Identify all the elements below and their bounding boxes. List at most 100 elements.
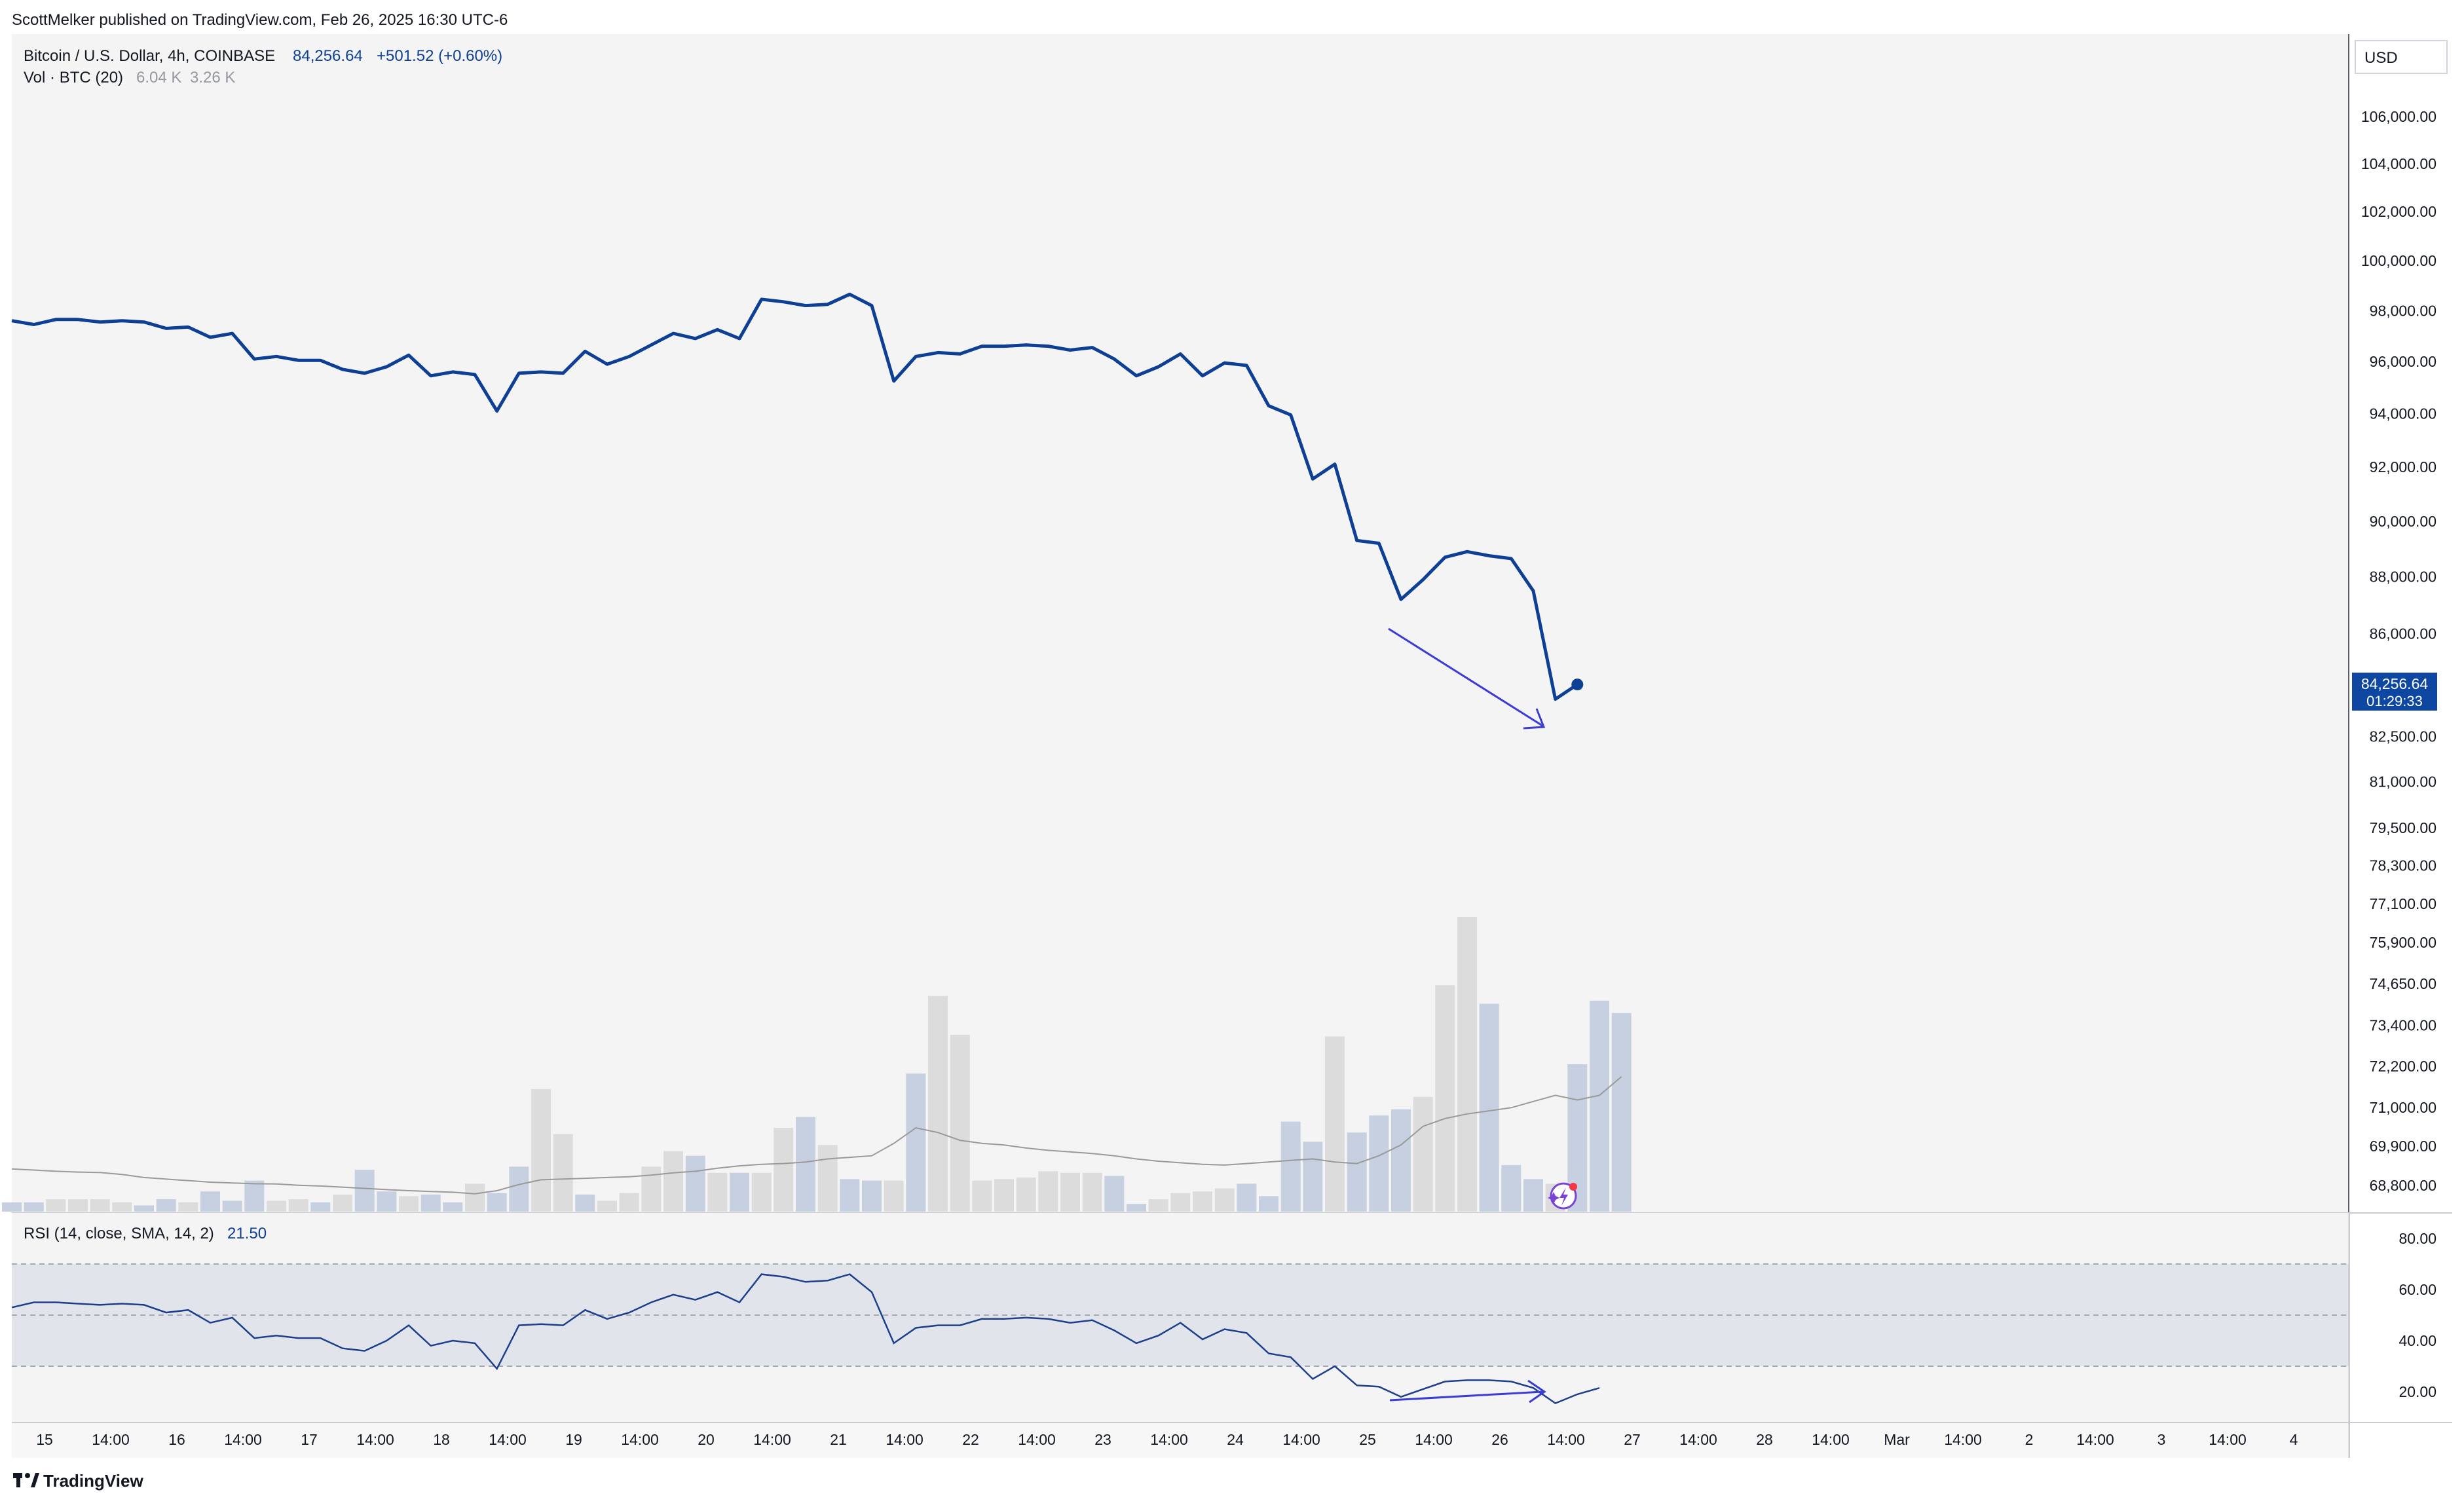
volume-bar bbox=[68, 1199, 88, 1212]
price-axis-tick: 94,000.00 bbox=[2370, 405, 2436, 422]
volume-bar bbox=[553, 1134, 573, 1212]
price-axis-tick: 90,000.00 bbox=[2370, 513, 2436, 530]
volume-bar bbox=[1104, 1176, 1125, 1212]
volume-value: 6.04 K bbox=[136, 69, 181, 86]
time-axis-tick: 14:00 bbox=[489, 1431, 527, 1448]
time-axis-tick: 28 bbox=[1756, 1431, 1773, 1448]
volume-bar bbox=[1016, 1177, 1036, 1212]
volume-bar bbox=[707, 1172, 728, 1212]
price-down-arrow bbox=[1388, 627, 1546, 730]
volume-bar bbox=[575, 1194, 595, 1212]
price-layer bbox=[11, 292, 1584, 701]
time-axis bbox=[12, 1423, 2349, 1458]
published-note: ScottMelker published on TradingView.com… bbox=[12, 11, 508, 29]
price-axis-tick: 74,650.00 bbox=[2370, 975, 2436, 992]
price-axis-tick: 98,000.00 bbox=[2370, 302, 2436, 319]
volume-bar bbox=[840, 1179, 860, 1212]
time-axis-tick: 27 bbox=[1624, 1431, 1641, 1448]
price-axis-tick: 82,500.00 bbox=[2370, 728, 2436, 745]
price-tag-value: 84,256.64 bbox=[2361, 675, 2429, 692]
price-axis-tick: 77,100.00 bbox=[2370, 895, 2436, 912]
volume-bar bbox=[46, 1199, 66, 1212]
volume-bar bbox=[487, 1193, 507, 1212]
volume-bar bbox=[1325, 1036, 1345, 1212]
time-axis-tick: 14:00 bbox=[224, 1431, 262, 1448]
time-axis-tick: 14:00 bbox=[2076, 1431, 2114, 1448]
volume-bar bbox=[310, 1202, 331, 1212]
volume-bar bbox=[950, 1035, 970, 1212]
volume-bar bbox=[222, 1200, 242, 1212]
time-axis-tick: 21 bbox=[830, 1431, 847, 1448]
time-axis-tick: 3 bbox=[2157, 1431, 2166, 1448]
time-axis-tick: 4 bbox=[2290, 1431, 2298, 1448]
last-price-tag: 84,256.64 01:29:33 bbox=[2352, 673, 2437, 711]
time-axis-tick: Mar bbox=[1884, 1431, 1910, 1448]
time-axis-tick: 14:00 bbox=[1812, 1431, 1850, 1448]
axis-layer: 106,000.00 104,000.00 102,000.00 100,000.00… bbox=[36, 108, 2436, 1448]
rsi-axis-tick: 60.00 bbox=[2399, 1281, 2436, 1298]
volume-bar bbox=[1523, 1179, 1543, 1212]
volume-bar bbox=[178, 1202, 198, 1212]
price-axis-tick: 102,000.00 bbox=[2361, 203, 2436, 220]
volume-bar bbox=[244, 1180, 265, 1212]
symbol-title: Bitcoin / U.S. Dollar, 4h, COINBASE bbox=[24, 47, 275, 65]
price-axis-tick: 88,000.00 bbox=[2370, 568, 2436, 586]
price-axis-tick: 86,000.00 bbox=[2370, 625, 2436, 642]
price-axis-tick: 81,000.00 bbox=[2370, 773, 2436, 791]
time-axis-tick: 14:00 bbox=[1547, 1431, 1585, 1448]
currency-label[interactable]: USD bbox=[2364, 49, 2398, 67]
volume-bar bbox=[641, 1166, 662, 1212]
volume-bar bbox=[377, 1191, 397, 1212]
time-axis-tick: 14:00 bbox=[621, 1431, 659, 1448]
price-axis-tick: 104,000.00 bbox=[2361, 155, 2436, 172]
time-axis-tick: 25 bbox=[1359, 1431, 1376, 1448]
lightning-badge-icon[interactable] bbox=[1548, 1182, 1577, 1210]
time-axis-tick: 14:00 bbox=[356, 1431, 394, 1448]
time-axis-tick: 19 bbox=[565, 1431, 582, 1448]
volume-bar bbox=[443, 1202, 463, 1212]
volume-bar bbox=[1148, 1199, 1168, 1212]
volume-bar bbox=[333, 1194, 352, 1212]
volume-bar bbox=[1237, 1183, 1257, 1212]
currency-button-box[interactable] bbox=[2355, 40, 2448, 74]
volume-bar bbox=[1303, 1142, 1323, 1212]
currency-button[interactable]: USD bbox=[2355, 40, 2448, 74]
volume-bar bbox=[597, 1200, 617, 1212]
price-axis-tick: 79,500.00 bbox=[2370, 819, 2436, 836]
volume-bar bbox=[1259, 1196, 1279, 1212]
volume-ma-value: 3.26 K bbox=[190, 69, 235, 86]
volume-bar bbox=[884, 1180, 904, 1212]
price-axis-tick: 71,000.00 bbox=[2370, 1099, 2436, 1116]
volume-bar bbox=[2, 1202, 22, 1212]
rsi-up-arrow bbox=[1389, 1379, 1546, 1404]
time-axis-tick: 14:00 bbox=[886, 1431, 924, 1448]
volume-bar bbox=[1369, 1115, 1389, 1212]
volume-bar bbox=[751, 1172, 772, 1212]
price-axis-tick: 73,400.00 bbox=[2370, 1017, 2436, 1034]
time-axis-tick: 14:00 bbox=[1018, 1431, 1056, 1448]
price-line bbox=[11, 292, 1578, 701]
price-axis-tick: 78,300.00 bbox=[2370, 857, 2436, 874]
price-pane bbox=[12, 34, 2349, 1213]
volume-bar bbox=[1435, 985, 1455, 1212]
price-axis-tick: 68,800.00 bbox=[2370, 1177, 2436, 1194]
volume-bar bbox=[663, 1151, 683, 1212]
volume-bar bbox=[90, 1199, 110, 1212]
volume-bar bbox=[1127, 1204, 1146, 1212]
last-price: 84,256.64 bbox=[293, 47, 363, 65]
last-price-dot bbox=[1571, 679, 1584, 691]
volume-bar bbox=[112, 1202, 132, 1212]
volume-bar bbox=[1501, 1164, 1521, 1212]
price-tag-countdown: 01:29:33 bbox=[2366, 693, 2423, 709]
time-axis-tick: 24 bbox=[1227, 1431, 1244, 1448]
volume-bar bbox=[906, 1073, 926, 1212]
volume-bar bbox=[1060, 1172, 1080, 1212]
volume-bar bbox=[420, 1194, 441, 1212]
volume-bar bbox=[774, 1128, 794, 1212]
volume-bar bbox=[267, 1200, 286, 1212]
rsi-layer bbox=[11, 1273, 1600, 1405]
volume-bar bbox=[796, 1117, 815, 1212]
volume-bar bbox=[24, 1202, 44, 1212]
volume-label: Vol · BTC (20) bbox=[24, 69, 123, 86]
